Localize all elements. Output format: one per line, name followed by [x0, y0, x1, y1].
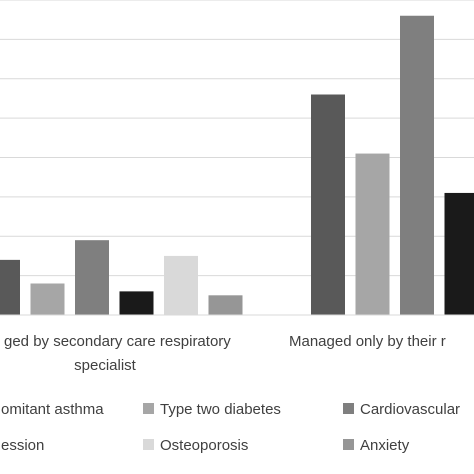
- legend-label: Osteoporosis: [160, 437, 248, 454]
- bar: [0, 259, 20, 315]
- legend-swatch: [143, 439, 154, 450]
- bar: [75, 240, 109, 315]
- bars: [0, 15, 474, 315]
- legend-label: Type two diabetes: [160, 401, 281, 418]
- category-label: specialist: [74, 357, 137, 374]
- bar: [208, 295, 243, 315]
- bar: [164, 255, 198, 315]
- bar: [400, 15, 434, 315]
- bar: [30, 283, 65, 315]
- legend-label: Cardiovascular: [360, 401, 460, 418]
- bar: [355, 153, 390, 315]
- legend-swatch: [143, 403, 154, 414]
- legend-label: Anxiety: [360, 437, 410, 454]
- category-labels: ged by secondary care respiratory special…: [4, 333, 446, 374]
- legend-swatch: [343, 439, 354, 450]
- legend: omitant asthma Type two diabetes Cardiovas…: [1, 401, 460, 454]
- legend-label: ession: [1, 437, 44, 454]
- bar: [119, 291, 154, 315]
- legend-label: omitant asthma: [1, 401, 104, 418]
- bar: [444, 192, 474, 315]
- category-label: Managed only by their r: [289, 333, 446, 350]
- bar: [311, 94, 345, 315]
- gridlines: [0, 0, 474, 277]
- category-label: ged by secondary care respiratory: [4, 333, 231, 350]
- legend-swatch: [343, 403, 354, 414]
